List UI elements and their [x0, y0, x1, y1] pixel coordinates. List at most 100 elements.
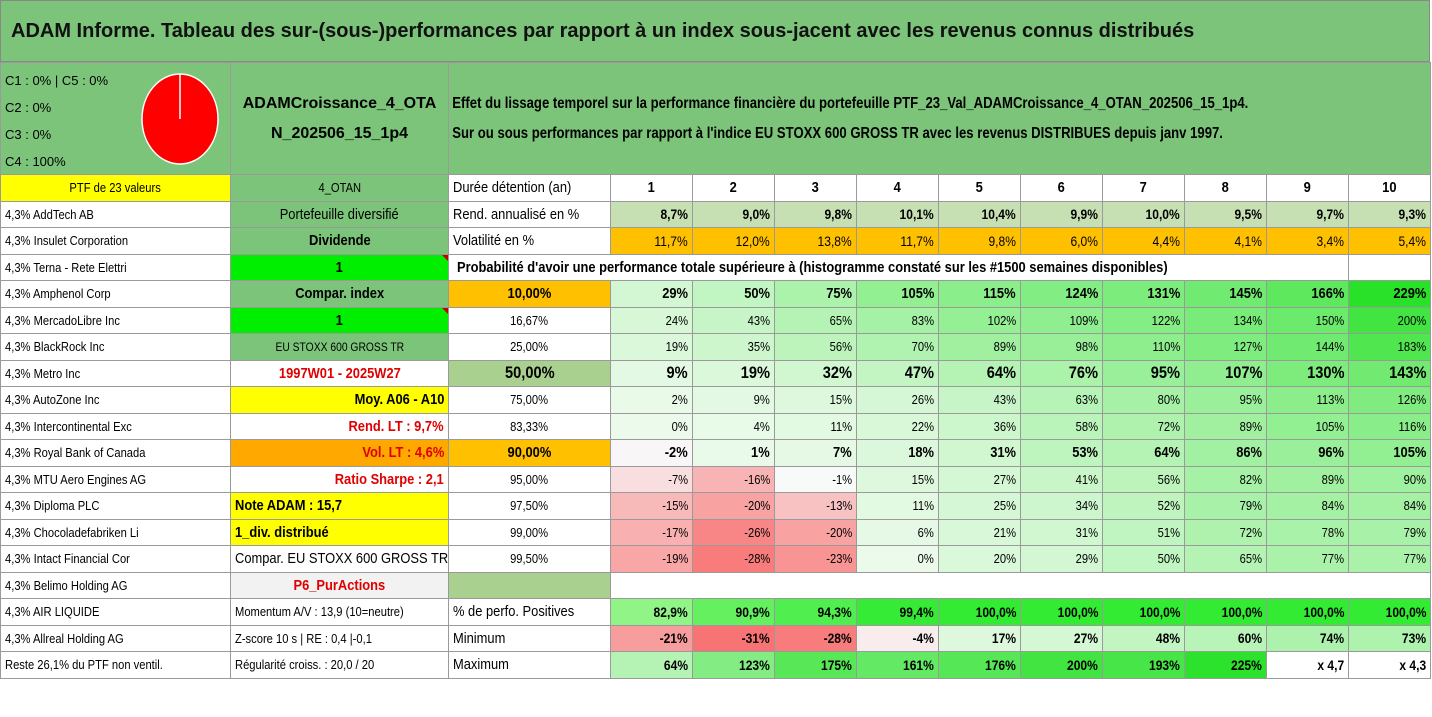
prob-value[interactable]: 0% [856, 545, 939, 573]
prob-value[interactable]: 9% [692, 386, 775, 414]
prob-value[interactable]: 25% [938, 492, 1021, 520]
prob-value[interactable]: -1% [774, 465, 857, 493]
pos-label[interactable]: % de perfo. Positives [448, 598, 611, 626]
ptf-count[interactable]: PTF de 23 valeurs [0, 174, 231, 202]
prob-value[interactable]: 86% [1184, 439, 1267, 467]
prob-value[interactable]: 63% [1020, 386, 1103, 414]
prob-value[interactable]: 31% [938, 439, 1021, 467]
prob-value[interactable]: 1% [692, 439, 775, 467]
prob-value[interactable]: 15% [856, 465, 939, 493]
prob-value[interactable]: 79% [1347, 518, 1432, 546]
spacer-blank[interactable] [609, 571, 1432, 599]
duration-label[interactable]: Durée détention (an) [448, 174, 611, 202]
prob-value[interactable]: -26% [692, 518, 775, 546]
description-cell[interactable]: Effet du lissage temporel sur la perform… [447, 62, 1432, 175]
prob-level[interactable]: 50,00% [448, 359, 611, 387]
prob-level[interactable]: 75,00% [448, 386, 611, 414]
prob-value[interactable]: -20% [692, 492, 775, 520]
prob-value[interactable]: -17% [610, 518, 693, 546]
info-cell-7[interactable]: Moy. A06 - A10 [230, 386, 449, 414]
vol-value[interactable]: 13,8% [774, 227, 857, 255]
year-4[interactable]: 4 [856, 174, 939, 202]
info-cell-0[interactable]: Portefeuille diversifié [230, 200, 449, 228]
vol-value[interactable]: 6,0% [1020, 227, 1103, 255]
prob-level[interactable]: 25,00% [448, 333, 611, 361]
rend-value[interactable]: 8,7% [610, 200, 693, 228]
prob-value[interactable]: 58% [1020, 412, 1103, 440]
prob-level[interactable]: 16,67% [448, 306, 611, 334]
prob-value[interactable]: -15% [610, 492, 693, 520]
prob-value[interactable]: 105% [1266, 412, 1349, 440]
prob-value[interactable]: 11% [856, 492, 939, 520]
prob-value[interactable]: 124% [1020, 280, 1103, 308]
prob-value[interactable]: 109% [1020, 306, 1103, 334]
holding-4[interactable]: 4,3% MercadoLibre Inc [0, 306, 231, 334]
prob-value[interactable]: 96% [1266, 439, 1349, 467]
prob-title[interactable]: Probabilité d'avoir une performance tota… [448, 253, 1349, 281]
prob-value[interactable]: 35% [692, 333, 775, 361]
prob-value[interactable]: 84% [1347, 492, 1432, 520]
info-cell-13[interactable]: Compar. EU STOXX 600 GROSS TR [230, 545, 449, 573]
holding-14[interactable]: 4,3% Belimo Holding AG [0, 571, 231, 599]
prob-value[interactable]: 89% [1184, 412, 1267, 440]
rend-label[interactable]: Rend. annualisé en % [448, 200, 611, 228]
pos-value[interactable]: 100,0% [1184, 598, 1267, 626]
prob-value[interactable]: 143% [1347, 359, 1432, 387]
info-cell-8[interactable]: Rend. LT : 9,7% [230, 412, 449, 440]
rend-value[interactable]: 9,9% [1020, 200, 1103, 228]
prob-value[interactable]: 53% [1020, 439, 1103, 467]
prob-value[interactable]: 150% [1266, 306, 1349, 334]
rend-value[interactable]: 10,1% [856, 200, 939, 228]
info-cell-10[interactable]: Ratio Sharpe : 2,1 [230, 465, 449, 493]
holding-1[interactable]: 4,3% Insulet Corporation [0, 227, 231, 255]
prob-value[interactable]: 115% [938, 280, 1021, 308]
prob-value[interactable]: 51% [1102, 518, 1185, 546]
prob-value[interactable]: -20% [774, 518, 857, 546]
max-value[interactable]: 200% [1020, 651, 1103, 679]
prob-value[interactable]: 183% [1347, 333, 1432, 361]
prob-level[interactable]: 99,50% [448, 545, 611, 573]
max-value[interactable]: 123% [692, 651, 775, 679]
max-value[interactable]: 175% [774, 651, 857, 679]
rend-value[interactable]: 9,8% [774, 200, 857, 228]
prob-value[interactable]: 89% [938, 333, 1021, 361]
prob-value[interactable]: 29% [1020, 545, 1103, 573]
prob-value[interactable]: 29% [610, 280, 693, 308]
prob-value[interactable]: 65% [774, 306, 857, 334]
prob-value[interactable]: 43% [938, 386, 1021, 414]
prob-value[interactable]: 200% [1347, 306, 1432, 334]
pos-value[interactable]: 100,0% [938, 598, 1021, 626]
holding-10[interactable]: 4,3% MTU Aero Engines AG [0, 465, 231, 493]
info-cell-3[interactable]: Compar. index [230, 280, 449, 308]
prob-value[interactable]: -16% [692, 465, 775, 493]
holding-13[interactable]: 4,3% Intact Financial Cor [0, 545, 231, 573]
holding-3[interactable]: 4,3% Amphenol Corp [0, 280, 231, 308]
prob-value[interactable]: 83% [856, 306, 939, 334]
max-value[interactable]: 176% [938, 651, 1021, 679]
prob-value[interactable]: 127% [1184, 333, 1267, 361]
prob-value[interactable]: -23% [774, 545, 857, 573]
prob-value[interactable]: 56% [1102, 465, 1185, 493]
portfolio-name-cell[interactable]: ADAMCroissance_4_OTAN_202506_15_1p4 [230, 62, 449, 175]
holding-17[interactable]: Reste 26,1% du PTF non ventil. [0, 651, 231, 679]
prob-value[interactable]: 36% [938, 412, 1021, 440]
min-value[interactable]: 74% [1266, 624, 1349, 652]
prob-value[interactable]: 50% [1102, 545, 1185, 573]
prob-value[interactable]: 31% [1020, 518, 1103, 546]
vol-value[interactable]: 12,0% [692, 227, 775, 255]
prob-value[interactable]: 72% [1184, 518, 1267, 546]
prob-value[interactable]: 76% [1020, 359, 1103, 387]
holding-16[interactable]: 4,3% Allreal Holding AG [0, 624, 231, 652]
year-6[interactable]: 6 [1020, 174, 1103, 202]
prob-value[interactable]: -19% [610, 545, 693, 573]
min-value[interactable]: -28% [774, 624, 857, 652]
info-cell-1[interactable]: Dividende [230, 227, 449, 255]
prob-value[interactable]: 79% [1184, 492, 1267, 520]
pos-value[interactable]: 100,0% [1266, 598, 1349, 626]
holding-11[interactable]: 4,3% Diploma PLC [0, 492, 231, 520]
prob-value[interactable]: 56% [774, 333, 857, 361]
prob-value[interactable]: 26% [856, 386, 939, 414]
prob-value[interactable]: 80% [1102, 386, 1185, 414]
prob-level[interactable]: 97,50% [448, 492, 611, 520]
rend-value[interactable]: 10,0% [1102, 200, 1185, 228]
